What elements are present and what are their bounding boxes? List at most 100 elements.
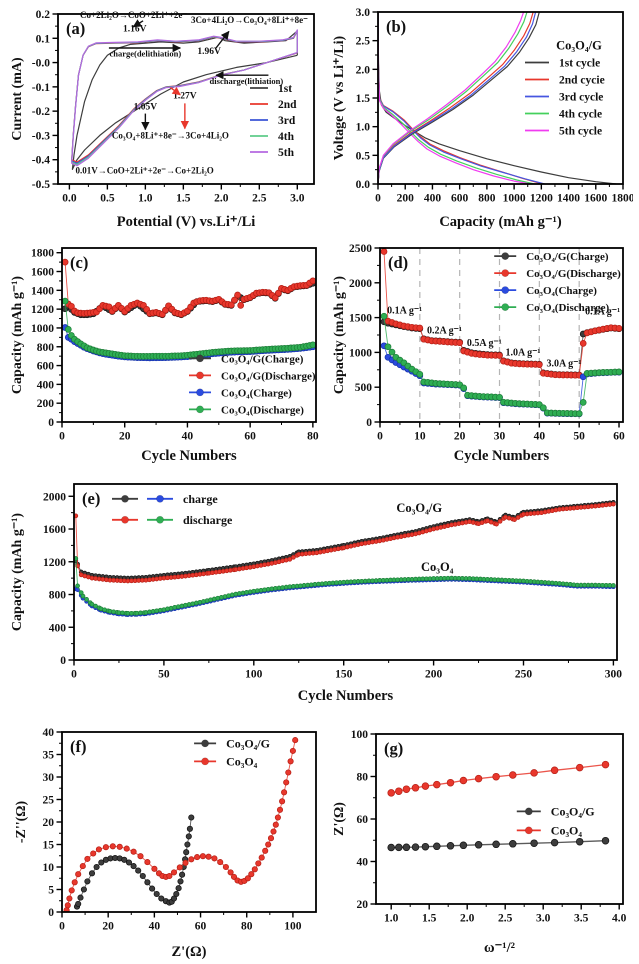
x-tick-label: 200 [425, 669, 443, 681]
legend-item-label: 5th [278, 147, 295, 159]
y-tick-label: 1400 [31, 285, 54, 297]
y-tick-label: 800 [49, 590, 67, 602]
plot-frame [61, 247, 317, 423]
series-line [378, 12, 525, 184]
x-tick-label: 60 [244, 431, 256, 443]
annotation-text: 1.16V [123, 24, 147, 34]
annotation-text: 0.5A g⁻¹ [467, 338, 502, 349]
y-tick-label: 15 [43, 840, 55, 852]
x-tick-label: 1.0 [138, 193, 153, 205]
legend-item-label: 2nd cycie [559, 75, 605, 87]
x-tick-label: 1600 [584, 193, 607, 205]
legend-item-label: 5th cycle [559, 126, 602, 138]
x-tick-label: 3.0 [290, 193, 305, 205]
panel-tag: (d) [388, 253, 408, 272]
y-tick-label: 3.0 [356, 7, 371, 19]
x-tick-label: 0 [59, 921, 65, 933]
x-tick-label: 0 [375, 193, 381, 205]
panel-c-chart: 0 20 40 60 800200400600800100012001400160018… [10, 247, 319, 464]
x-tick-label: 50 [573, 431, 585, 443]
series-dots [62, 297, 316, 360]
y-axis-label: Capacity (mAh g⁻¹) [10, 276, 25, 394]
x-tick-label: 60 [613, 431, 625, 443]
series-dots [380, 248, 623, 379]
x-axis-label: Cycle Numbers [141, 448, 237, 464]
panel-tag: (e) [82, 489, 100, 508]
panel-a-cv-plot: 0.0 0.5 1.0 1.5 2.0 2.5 3.0 -0.5 -0.4 -0.3 -0.2 -0.… [8, 4, 326, 232]
legend-item-label: Co₃O₄ [551, 823, 583, 837]
y-axis-label: Capacity (mAh g⁻¹) [10, 513, 25, 631]
panel-b-voltage-profiles: 0 200 400 600 800 1000 1200 1400 1600 1800 0.0 0.5 1… [330, 4, 635, 232]
legend: Co₃O₄/G(Charge) Co₃O₄/G(Discharge) Co₃O₄(C… [494, 251, 621, 314]
panel-tag: (a) [66, 19, 85, 38]
series-dots [73, 814, 195, 910]
annotation-text: 0.1A g⁻¹ [585, 306, 620, 317]
x-tick-label: 1400 [557, 193, 580, 205]
y-tick-label: 1.5 [356, 93, 371, 105]
y-tick-label: 2500 [349, 243, 372, 255]
y-tick-label: -0.4 [32, 155, 50, 167]
y-tick-label: 0 [60, 655, 66, 667]
annotation-text: 1.27V [173, 92, 197, 102]
series-line [378, 12, 535, 184]
x-tick-label: 0 [71, 669, 77, 681]
legend-item-label: Co₃O₄(Discharge) [526, 302, 609, 314]
x-tick-label: 1200 [530, 193, 553, 205]
y-tick-label: 1000 [349, 347, 372, 359]
x-tick-label: 40 [182, 431, 194, 443]
x-tick-label: 2.5 [498, 913, 513, 925]
legend-item-label: Co₃O₄(Charge) [221, 387, 292, 399]
panel-c-cycling-plot: 0 20 40 60 80 0 200 400 600 800 1000 1200 1400 1600 18… [8, 240, 326, 466]
y-tick-label: 1000 [31, 323, 54, 335]
x-tick-label: 0 [377, 431, 383, 443]
annotation-text: Co+2Li₂O→CoO+2Li⁺+2e⁻ [80, 10, 187, 20]
y-tick-label: 10 [43, 862, 55, 874]
annotation-arrow [215, 30, 230, 49]
x-tick-label: 20 [454, 431, 466, 443]
y-tick-label: 1500 [349, 313, 372, 325]
y-tick-label: -0.2 [32, 106, 50, 118]
x-tick-label: 3.5 [574, 913, 589, 925]
x-tick-label: 0 [59, 431, 65, 443]
y-tick-label: 1800 [31, 248, 54, 260]
legend-item-label: discharge [183, 513, 233, 527]
plot-frame [375, 733, 624, 905]
annotation-arrow [170, 86, 181, 96]
y-tick-label: -0.3 [32, 130, 50, 142]
x-tick-label: 250 [515, 669, 533, 681]
y-tick-label: 500 [355, 382, 373, 394]
y-tick-label: 2.0 [356, 64, 371, 76]
legend: Co₃O₄/G Co₃O₄ [194, 736, 270, 768]
annotation-text: Co₃O₄/G [396, 501, 442, 515]
y-tick-label: 400 [49, 622, 67, 634]
x-tick-label: 100 [284, 921, 302, 933]
y-tick-label: 40 [43, 727, 55, 739]
y-tick-label: 2000 [43, 491, 66, 503]
panel-tag: (g) [384, 739, 403, 758]
legend-item-label: 1st [278, 83, 292, 95]
y-tick-label: 100 [351, 729, 369, 741]
legend-item-label: Co₃O₄(Discharge) [221, 404, 304, 416]
panel-a-chart: 0.0 0.5 1.0 1.5 2.0 2.5 3.0 -0.5 -0.4 -0.3 -0.2 -0.… [10, 9, 315, 230]
series-dots [380, 312, 623, 417]
x-tick-label: 20 [119, 431, 131, 443]
x-axis-label: Potential (V) vs.Li⁺/Li [117, 214, 256, 230]
x-tick-label: 20 [102, 921, 114, 933]
annotation-text: 1.96V [197, 47, 221, 57]
x-tick-label: 1800 [612, 193, 634, 205]
x-tick-label: 0.5 [100, 193, 115, 205]
plot-frame [61, 731, 317, 913]
panel-e-longcycle-plot: 0 50 100 150 200 250 300 0 400 800 1200 1600 2000 Cyc… [8, 474, 633, 706]
y-axis-label: -Z''(Ω) [14, 801, 29, 844]
y-tick-label: 1600 [43, 524, 66, 536]
panel-d-rate-plot: 0 10 20 30 40 50 60 0 500 1000 1500 2000 2500 Cycle N… [330, 240, 633, 466]
annotation-text: 0.1A g⁻¹ [387, 305, 422, 316]
y-tick-label: 5 [48, 885, 54, 897]
legend-item-label: charge [183, 492, 218, 506]
annotation-arrow [132, 19, 144, 28]
y-tick-label: 0 [48, 907, 54, 919]
legend: 1st 2nd 3rd 4th 5th [250, 83, 297, 159]
panel-e-chart: 0 50 100 150 200 250 300 0 400 800 1200 1600 2000 Cyc… [10, 483, 622, 704]
x-axis-label: ω⁻¹/² [484, 940, 515, 956]
y-axis-label: Capacity (mAh g⁻¹) [332, 276, 347, 394]
